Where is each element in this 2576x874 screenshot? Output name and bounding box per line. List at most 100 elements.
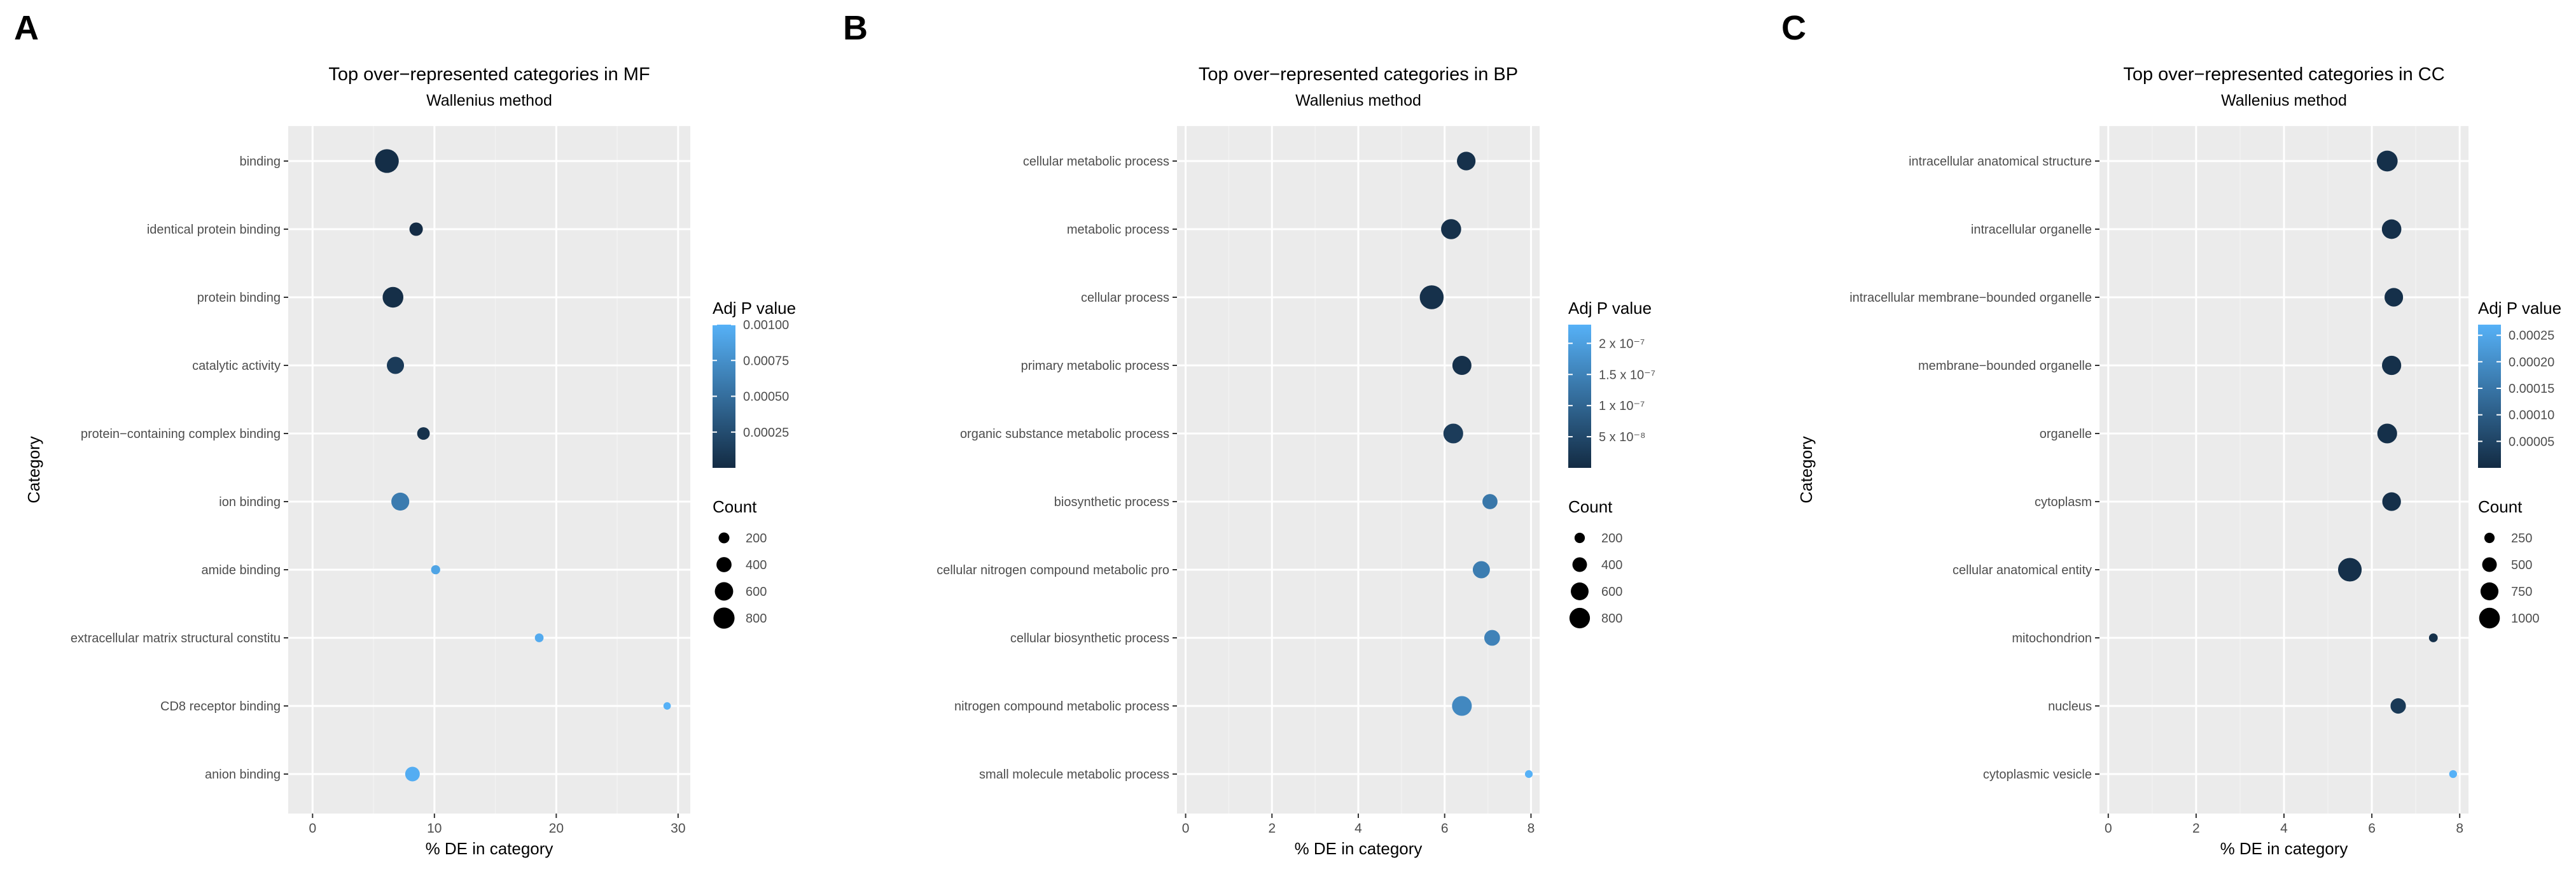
data-point[interactable]: [1484, 630, 1500, 646]
data-point[interactable]: [1452, 696, 1472, 716]
color-legend-label: 0.00050: [743, 390, 789, 404]
data-point[interactable]: [2338, 558, 2362, 582]
x-tick-label: 0: [2105, 821, 2112, 836]
x-tick-label: 6: [2368, 821, 2376, 836]
data-point[interactable]: [391, 492, 410, 511]
data-point[interactable]: [431, 565, 440, 575]
chart-title: Top over−represented categories in CC: [2123, 64, 2444, 85]
data-point[interactable]: [2382, 492, 2401, 511]
y-tick-label: intracellular organelle: [1971, 223, 2092, 237]
y-tick-label: identical protein binding: [147, 223, 281, 237]
data-point[interactable]: [2381, 219, 2402, 239]
size-legend-label: 250: [2511, 532, 2532, 546]
plot-background: [288, 126, 690, 814]
data-point[interactable]: [382, 286, 404, 308]
data-point[interactable]: [1419, 285, 1444, 309]
x-tick-label: 20: [549, 821, 564, 836]
data-point[interactable]: [1472, 561, 1490, 579]
data-point[interactable]: [2449, 770, 2457, 779]
y-tick-label: cellular metabolic process: [1023, 155, 1169, 169]
chart-title: Top over−represented categories in MF: [328, 64, 650, 85]
panel-letter: B: [843, 9, 868, 47]
data-point[interactable]: [2382, 355, 2402, 376]
size-legend-label: 800: [1601, 612, 1622, 626]
data-point[interactable]: [1452, 355, 1472, 376]
data-point[interactable]: [1524, 770, 1533, 779]
x-tick-label: 4: [1354, 821, 1362, 836]
size-legend-title: Count: [1568, 497, 1613, 516]
x-tick-label: 8: [2456, 821, 2463, 836]
color-legend-label: 0.00010: [2509, 409, 2554, 423]
y-axis-label: Category: [24, 436, 43, 504]
color-legend-label: 2 x 10⁻⁷: [1599, 337, 1645, 351]
size-legend-label: 1000: [2511, 612, 2540, 626]
x-axis-label: % DE in category: [2220, 839, 2348, 858]
data-point[interactable]: [1457, 152, 1476, 171]
size-legend-label: 800: [746, 612, 767, 626]
size-legend-dot: [2479, 607, 2500, 629]
data-point[interactable]: [405, 766, 420, 782]
color-legend-label: 0.00100: [743, 318, 789, 332]
data-point[interactable]: [375, 149, 399, 173]
y-tick-label: amide binding: [201, 563, 281, 577]
size-legend-dot: [1572, 557, 1587, 572]
size-legend-dot: [714, 582, 734, 601]
size-legend-title: Count: [2478, 497, 2523, 516]
panel-c: C 0 2 4 6 8 intracellular anatomical structure…: [1781, 9, 2561, 858]
data-point[interactable]: [1443, 423, 1463, 444]
data-point[interactable]: [1482, 494, 1498, 509]
color-legend-label: 1 x 10⁻⁷: [1599, 399, 1645, 413]
data-point[interactable]: [2377, 423, 2397, 444]
size-legend-dot: [2480, 582, 2499, 601]
chart-subtitle: Wallenius method: [1295, 92, 1421, 109]
y-tick-label: intracellular membrane−bounded organelle: [1849, 291, 2092, 305]
x-tick-label: 0: [1182, 821, 1190, 836]
y-axis-label: Category: [1797, 436, 1816, 504]
y-tick-label: cellular biosynthetic process: [1010, 631, 1169, 645]
y-tick-label: primary metabolic process: [1021, 359, 1169, 373]
y-tick-label: cytoplasmic vesicle: [1983, 768, 2092, 782]
color-legend-title: Adj P value: [1568, 299, 1652, 318]
y-tick-label: ion binding: [219, 495, 281, 509]
data-point[interactable]: [663, 702, 671, 710]
size-legend-label: 400: [1601, 558, 1622, 572]
chart-subtitle: Wallenius method: [426, 92, 552, 109]
size-legend-label: 750: [2511, 585, 2532, 599]
x-tick-label: 2: [1268, 821, 1276, 836]
data-point[interactable]: [409, 222, 423, 236]
x-tick-label: 4: [2280, 821, 2288, 836]
y-tick-label: nucleus: [2048, 700, 2092, 714]
color-legend-label: 0.00005: [2509, 435, 2554, 449]
data-point[interactable]: [2390, 698, 2406, 714]
size-legend-dot: [2484, 532, 2495, 544]
data-point[interactable]: [534, 633, 544, 642]
y-tick-label: membrane−bounded organelle: [1918, 359, 2092, 373]
y-tick-label: nitrogen compound metabolic process: [954, 700, 1169, 714]
data-point[interactable]: [1441, 219, 1461, 239]
color-legend-label: 5 x 10⁻⁸: [1599, 430, 1645, 444]
y-tick-label: small molecule metabolic process: [979, 768, 1169, 782]
y-tick-label: catalytic activity: [192, 359, 281, 373]
data-point[interactable]: [2385, 288, 2404, 307]
size-legend-title: Count: [713, 497, 757, 516]
data-point[interactable]: [417, 427, 430, 440]
size-legend-label: 600: [1601, 585, 1622, 599]
color-legend-label: 0.00015: [2509, 382, 2554, 396]
color-legend-title: Adj P value: [2478, 299, 2561, 318]
color-legend-label: 0.00075: [743, 354, 789, 368]
color-legend-bar: [1568, 325, 1591, 468]
data-point[interactable]: [2376, 150, 2398, 172]
panel-b: B 0 2 4 6 8 cellular metabolic process metaboli…: [843, 9, 1655, 858]
color-legend-title: Adj P value: [713, 299, 796, 318]
y-tick-label: CD8 receptor binding: [160, 700, 281, 714]
size-legend-label: 200: [1601, 532, 1622, 546]
x-tick-label: 2: [2192, 821, 2200, 836]
data-point[interactable]: [2428, 633, 2438, 642]
color-legend-bar: [2478, 325, 2501, 468]
y-tick-label: metabolic process: [1067, 223, 1169, 237]
data-point[interactable]: [387, 356, 405, 374]
size-legend-dot: [1571, 582, 1589, 600]
y-tick-label: cellular process: [1081, 291, 1169, 305]
y-tick-label: cellular nitrogen compound metabolic pro: [936, 563, 1169, 577]
